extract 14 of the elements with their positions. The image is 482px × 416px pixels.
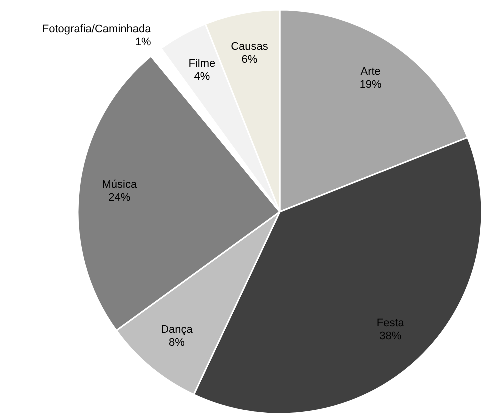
data-label: 6% <box>242 54 258 66</box>
slice-label: Causas <box>231 40 269 53</box>
data-label: 1% <box>135 36 152 49</box>
data-label: 24% <box>108 192 131 204</box>
data-label: 19% <box>360 78 382 91</box>
data-label: 4% <box>194 70 210 83</box>
slice-label: Arte <box>360 66 381 78</box>
slice-label: Música <box>102 179 138 192</box>
slice-label: Fotografia/Caminhada <box>42 24 152 36</box>
slice-label: Filme <box>188 58 216 70</box>
slice-label: Dança <box>161 324 194 336</box>
data-label: 8% <box>169 337 186 350</box>
slice-label: Festa <box>376 317 406 330</box>
data-label: 38% <box>380 330 402 342</box>
